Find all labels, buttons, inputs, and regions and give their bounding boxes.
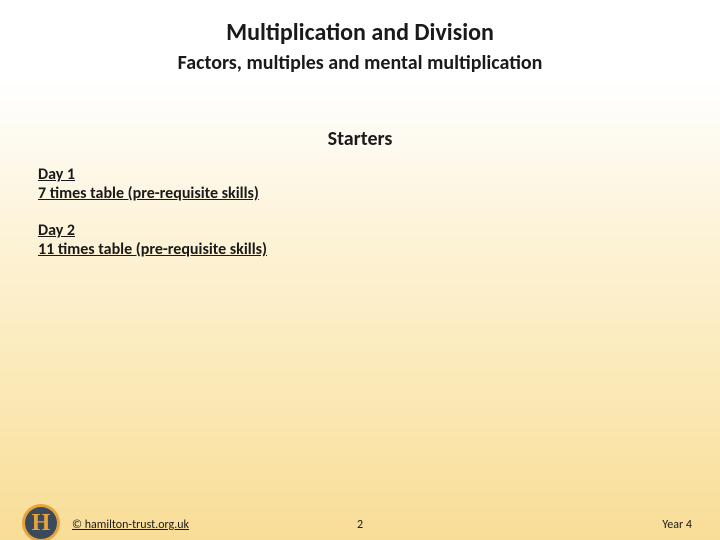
page-title: Multiplication and Division <box>0 18 720 47</box>
hamilton-logo: H <box>22 504 60 540</box>
copyright-link[interactable]: © hamilton-trust.org.uk <box>72 518 189 532</box>
year-label: Year 4 <box>662 518 692 532</box>
item-description: 11 times table (pre-requisite skills) <box>38 240 682 259</box>
starters-list: Day 1 7 times table (pre-requisite skill… <box>0 165 720 259</box>
list-item[interactable]: Day 2 11 times table (pre-requisite skil… <box>38 221 682 259</box>
item-description: 7 times table (pre-requisite skills) <box>38 184 682 203</box>
logo-letter: H <box>32 510 51 537</box>
list-item[interactable]: Day 1 7 times table (pre-requisite skill… <box>38 165 682 203</box>
item-day-label: Day 1 <box>38 165 682 184</box>
section-heading-starters: Starters <box>0 127 720 151</box>
page-number: 2 <box>357 518 363 532</box>
item-day-label: Day 2 <box>38 221 682 240</box>
page-subtitle: Factors, multiples and mental multiplica… <box>0 51 720 75</box>
slide-footer: H © hamilton-trust.org.uk 2 Year 4 <box>0 502 720 540</box>
